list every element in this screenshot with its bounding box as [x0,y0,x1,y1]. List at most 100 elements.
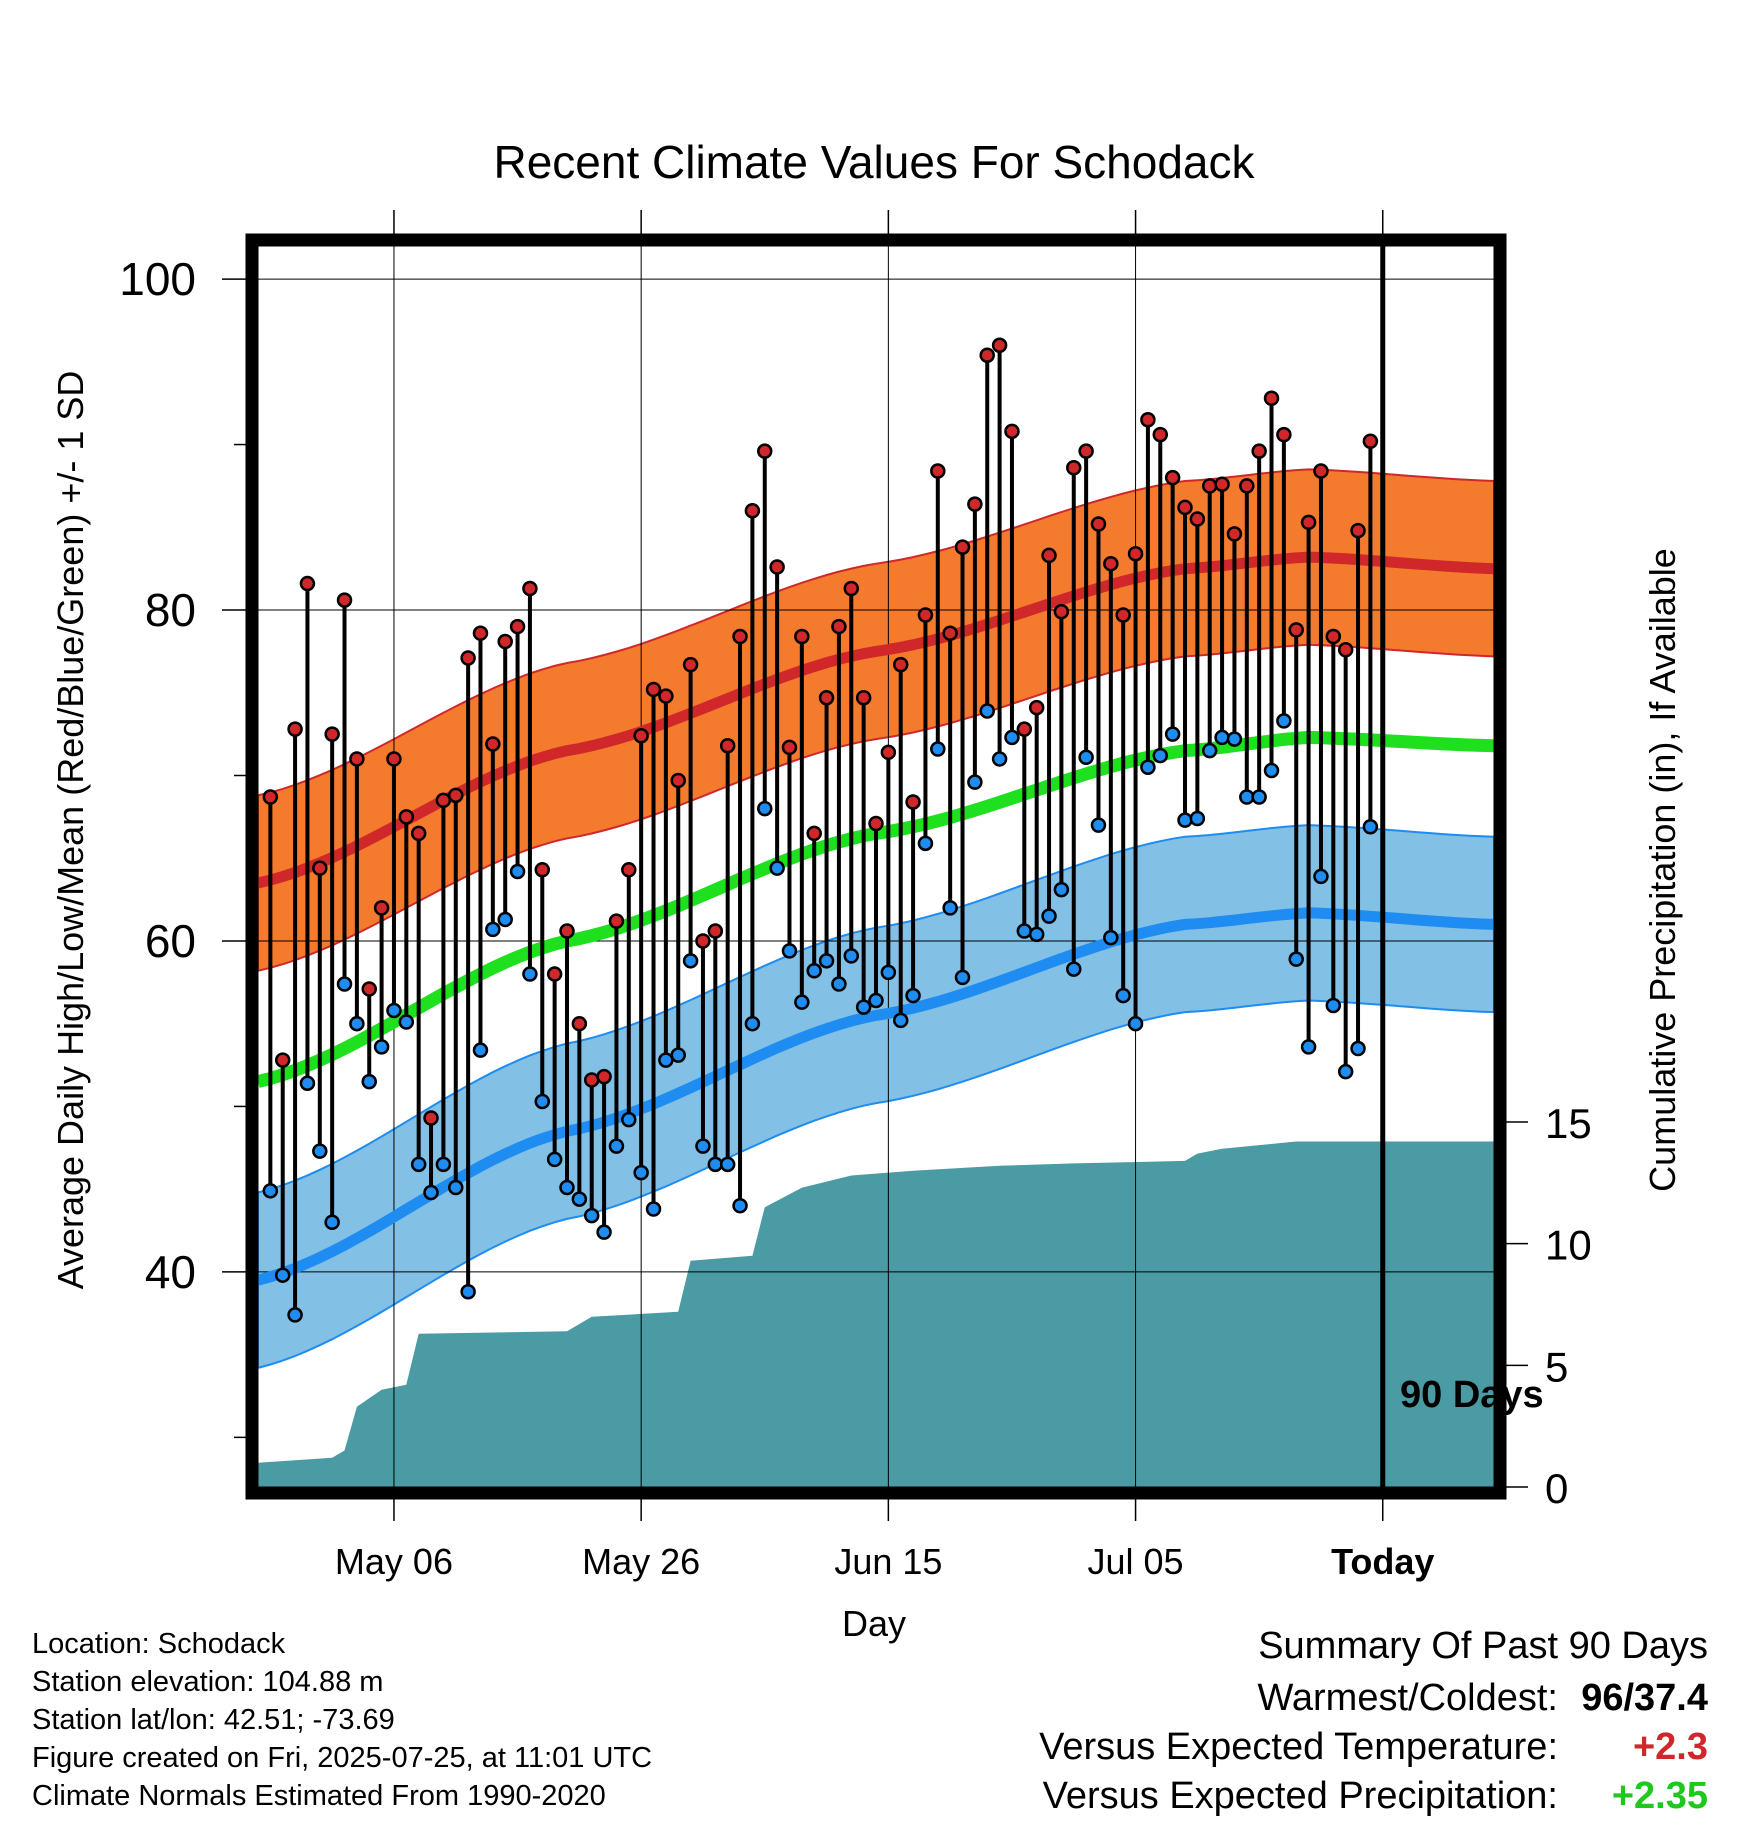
daily-low-point [534,1093,551,1110]
daily-high-point [942,625,958,641]
daily-low-point [485,921,501,938]
y-axis-label: Average Daily High/Low/Mean (Red/Blue/Gr… [50,371,91,1290]
daily-low-point [917,835,934,852]
daily-low-point [1337,1063,1354,1080]
daily-low-point [274,1267,291,1283]
daily-high-point [546,966,563,982]
elevation-text: Station elevation: 104.88 m [32,1666,384,1698]
daily-high-point [868,815,884,832]
daily-low-point [410,1156,427,1173]
daily-low-point [546,1151,563,1168]
daily-low-point [571,1191,588,1207]
daily-low-point [1313,868,1329,885]
daily-high-point [534,862,551,878]
normal-high-line [256,551,1495,889]
daily-high-point [1201,478,1218,494]
x-tick-label: May 06 [335,1541,453,1582]
daily-low-point [1140,759,1156,775]
daily-low-point [1288,951,1304,967]
daily-high-point [497,633,513,650]
y-tick-label: 40 [145,1246,196,1298]
daily-high-point [509,618,526,635]
daily-high-point [608,913,625,929]
daily-low-point [559,1179,575,1196]
daily-high-point [991,337,1008,354]
daily-high-point [621,862,637,878]
daily-low-point [448,1179,464,1196]
x-axis-label: Day [842,1603,906,1644]
daily-low-point [1127,1015,1144,1032]
daily-low-point [1164,726,1181,742]
summary-heading: Summary Of Past 90 Days [1258,1625,1708,1667]
daily-low-point [1201,742,1218,759]
daily-high-point [1016,721,1033,737]
daily-high-point [522,580,538,597]
daily-low-point [398,1014,415,1030]
temp-anomaly-row: Versus Expected Temperature: +2.3 [808,1726,1708,1775]
daily-high-point [1288,622,1304,638]
daily-low-point [658,1052,674,1068]
daily-high-point [571,1015,588,1032]
daily-low-point [695,1138,711,1154]
daily-low-point [1251,789,1267,805]
daily-low-point [1177,812,1193,828]
daily-low-point [1028,926,1045,943]
daily-high-point [818,689,835,706]
daily-low-point [262,1183,279,1199]
daily-high-point [930,463,946,479]
daily-high-point [287,721,303,737]
daily-low-point [979,703,995,719]
precip-anomaly-value: +2.35 [1611,1775,1708,1817]
created-text: Figure created on Fri, 2025-07-25, at 11… [32,1742,653,1774]
plot-frame [245,233,1507,1500]
daily-low-point [435,1156,452,1173]
daily-high-point [1239,478,1255,494]
today-marker-label: 90 Days [1400,1374,1544,1416]
daily-low-point [1103,929,1119,946]
daily-low-point [732,1197,748,1214]
daily-high-point [1300,514,1317,531]
summary-panel: Summary Of Past 90 Days Warmest/Coldest:… [808,1625,1708,1824]
daily-high-point [707,923,724,939]
daily-high-point [1226,526,1243,542]
daily-high-point [1350,522,1366,539]
daily-high-point [1337,641,1354,658]
daily-low-point [855,999,872,1015]
daily-low-point [361,1073,377,1090]
daily-high-point [1053,603,1070,620]
daily-low-point [1004,729,1020,746]
daily-low-point [818,953,835,969]
chart-title: Recent Climate Values For Schodack [493,136,1255,188]
daily-high-point [1263,390,1280,406]
daily-low-point [806,962,822,979]
daily-low-point [287,1307,303,1323]
daily-low-point [781,943,798,959]
daily-low-point [744,1015,761,1032]
daily-low-point [645,1201,662,1217]
daily-low-point [312,1143,328,1159]
daily-low-point [633,1164,649,1181]
daily-low-point [831,976,847,992]
daily-high-point [1127,546,1144,562]
normals-text: Climate Normals Estimated From 1990-2020 [32,1780,606,1812]
daily-high-point [732,628,748,645]
daily-high-point [299,575,316,592]
daily-low-point [324,1214,340,1231]
daily-high-point [806,825,822,842]
daily-low-point [757,800,773,817]
normal-low-line [256,907,1495,1286]
daily-high-point [398,809,415,825]
daily-high-point [1152,426,1169,443]
daily-high-point [1164,469,1181,486]
daily-high-point [583,1072,600,1088]
daily-low-point [769,860,785,876]
daily-low-point [472,1042,489,1058]
x-tick-label: May 26 [582,1541,700,1582]
daily-high-point [682,656,699,673]
daily-low-point [299,1075,316,1092]
daily-low-point [954,969,971,986]
daily-high-point [324,726,340,742]
daily-low-point [942,900,958,916]
daily-high-point [1189,511,1206,527]
daily-low-point [1066,961,1082,977]
